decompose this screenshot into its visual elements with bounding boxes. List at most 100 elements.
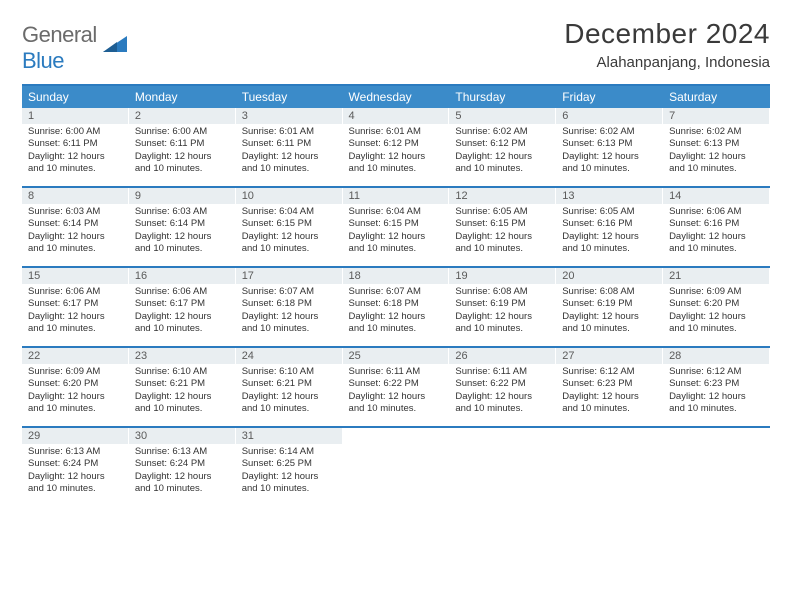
day-body: Sunrise: 6:09 AMSunset: 6:20 PMDaylight:… bbox=[22, 364, 129, 426]
day-number-empty bbox=[556, 428, 663, 444]
sunrise-line: Sunrise: 6:02 AM bbox=[455, 126, 550, 138]
sunrise-line: Sunrise: 6:07 AM bbox=[242, 286, 337, 298]
sunrise-line: Sunrise: 6:12 AM bbox=[562, 366, 657, 378]
daylight-line: Daylight: 12 hours and 10 minutes. bbox=[349, 391, 444, 416]
daylight-line: Daylight: 12 hours and 10 minutes. bbox=[455, 311, 550, 336]
calendar-cell: 25Sunrise: 6:11 AMSunset: 6:22 PMDayligh… bbox=[343, 347, 450, 427]
day-body: Sunrise: 6:03 AMSunset: 6:14 PMDaylight:… bbox=[22, 204, 129, 266]
sunrise-line: Sunrise: 6:10 AM bbox=[135, 366, 230, 378]
day-number: 20 bbox=[556, 268, 663, 284]
calendar-cell: 23Sunrise: 6:10 AMSunset: 6:21 PMDayligh… bbox=[129, 347, 236, 427]
calendar-row: 8Sunrise: 6:03 AMSunset: 6:14 PMDaylight… bbox=[22, 187, 770, 267]
title-block: December 2024 Alahanpanjang, Indonesia bbox=[564, 18, 770, 71]
sunset-line: Sunset: 6:22 PM bbox=[455, 378, 550, 390]
daylight-line: Daylight: 12 hours and 10 minutes. bbox=[135, 471, 230, 496]
calendar-row: 15Sunrise: 6:06 AMSunset: 6:17 PMDayligh… bbox=[22, 267, 770, 347]
day-body: Sunrise: 6:02 AMSunset: 6:12 PMDaylight:… bbox=[449, 124, 556, 186]
weekday-header: Friday bbox=[556, 86, 663, 108]
sunrise-line: Sunrise: 6:12 AM bbox=[669, 366, 764, 378]
daylight-line: Daylight: 12 hours and 10 minutes. bbox=[242, 391, 337, 416]
day-number: 9 bbox=[129, 188, 236, 204]
calendar-cell: 12Sunrise: 6:05 AMSunset: 6:15 PMDayligh… bbox=[449, 187, 556, 267]
sunrise-line: Sunrise: 6:00 AM bbox=[28, 126, 123, 138]
sunrise-line: Sunrise: 6:08 AM bbox=[455, 286, 550, 298]
day-body: Sunrise: 6:05 AMSunset: 6:16 PMDaylight:… bbox=[556, 204, 663, 266]
calendar-row: 22Sunrise: 6:09 AMSunset: 6:20 PMDayligh… bbox=[22, 347, 770, 427]
logo-text: General Blue bbox=[22, 22, 97, 74]
sunrise-line: Sunrise: 6:02 AM bbox=[562, 126, 657, 138]
sunrise-line: Sunrise: 6:03 AM bbox=[28, 206, 123, 218]
daylight-line: Daylight: 12 hours and 10 minutes. bbox=[242, 311, 337, 336]
calendar-cell: 28Sunrise: 6:12 AMSunset: 6:23 PMDayligh… bbox=[663, 347, 770, 427]
daylight-line: Daylight: 12 hours and 10 minutes. bbox=[135, 391, 230, 416]
calendar-cell: 20 Sunrise: 6:08 AMSunset: 6:19 PMDayligh… bbox=[556, 267, 663, 347]
day-body: Sunrise: 6:07 AMSunset: 6:18 PMDaylight:… bbox=[236, 284, 343, 346]
logo: General Blue bbox=[22, 18, 129, 74]
daylight-line: Daylight: 12 hours and 10 minutes. bbox=[28, 151, 123, 176]
calendar-head: SundayMondayTuesdayWednesdayThursdayFrid… bbox=[22, 86, 770, 108]
sunset-line: Sunset: 6:25 PM bbox=[242, 458, 337, 470]
day-number: 27 bbox=[556, 348, 663, 364]
day-body-empty bbox=[663, 444, 770, 506]
daylight-line: Daylight: 12 hours and 10 minutes. bbox=[349, 151, 444, 176]
daylight-line: Daylight: 12 hours and 10 minutes. bbox=[562, 311, 657, 336]
day-number: 6 bbox=[556, 108, 663, 124]
calendar-cell: 15Sunrise: 6:06 AMSunset: 6:17 PMDayligh… bbox=[22, 267, 129, 347]
day-body: Sunrise: 6:09 AMSunset: 6:20 PMDaylight:… bbox=[663, 284, 770, 346]
day-body: Sunrise: 6:06 AMSunset: 6:17 PMDaylight:… bbox=[22, 284, 129, 346]
sunset-line: Sunset: 6:13 PM bbox=[562, 138, 657, 150]
day-number: 29 bbox=[22, 428, 129, 444]
sunrise-line: Sunrise: 6:06 AM bbox=[28, 286, 123, 298]
calendar-cell: 1Sunrise: 6:00 AMSunset: 6:11 PMDaylight… bbox=[22, 108, 129, 187]
calendar-cell: 10Sunrise: 6:04 AMSunset: 6:15 PMDayligh… bbox=[236, 187, 343, 267]
day-body: Sunrise: 6:06 AMSunset: 6:16 PMDaylight:… bbox=[663, 204, 770, 266]
daylight-line: Daylight: 12 hours and 10 minutes. bbox=[562, 151, 657, 176]
day-number: 2 bbox=[129, 108, 236, 124]
day-number: 11 bbox=[343, 188, 450, 204]
daylight-line: Daylight: 12 hours and 10 minutes. bbox=[28, 231, 123, 256]
day-body: Sunrise: 6:10 AMSunset: 6:21 PMDaylight:… bbox=[129, 364, 236, 426]
sunset-line: Sunset: 6:16 PM bbox=[562, 218, 657, 230]
calendar-cell: 26Sunrise: 6:11 AMSunset: 6:22 PMDayligh… bbox=[449, 347, 556, 427]
sunset-line: Sunset: 6:13 PM bbox=[669, 138, 764, 150]
sunrise-line: Sunrise: 6:13 AM bbox=[28, 446, 123, 458]
day-number: 19 bbox=[449, 268, 556, 284]
sunset-line: Sunset: 6:19 PM bbox=[562, 298, 657, 310]
weekday-row: SundayMondayTuesdayWednesdayThursdayFrid… bbox=[22, 86, 770, 108]
day-body: Sunrise: 6:01 AMSunset: 6:12 PMDaylight:… bbox=[343, 124, 450, 186]
daylight-line: Daylight: 12 hours and 10 minutes. bbox=[562, 391, 657, 416]
day-number: 7 bbox=[663, 108, 770, 124]
calendar-row: 29Sunrise: 6:13 AMSunset: 6:24 PMDayligh… bbox=[22, 427, 770, 506]
calendar-cell: 24Sunrise: 6:10 AMSunset: 6:21 PMDayligh… bbox=[236, 347, 343, 427]
day-body: Sunrise: 6:00 AMSunset: 6:11 PMDaylight:… bbox=[129, 124, 236, 186]
calendar-cell: 7Sunrise: 6:02 AMSunset: 6:13 PMDaylight… bbox=[663, 108, 770, 187]
calendar-cell: 2Sunrise: 6:00 AMSunset: 6:11 PMDaylight… bbox=[129, 108, 236, 187]
day-body-empty bbox=[556, 444, 663, 506]
calendar-cell: 8Sunrise: 6:03 AMSunset: 6:14 PMDaylight… bbox=[22, 187, 129, 267]
sunset-line: Sunset: 6:15 PM bbox=[242, 218, 337, 230]
location: Alahanpanjang, Indonesia bbox=[564, 54, 770, 71]
calendar-cell: 13Sunrise: 6:05 AMSunset: 6:16 PMDayligh… bbox=[556, 187, 663, 267]
sunset-line: Sunset: 6:20 PM bbox=[28, 378, 123, 390]
day-number: 23 bbox=[129, 348, 236, 364]
day-body: Sunrise: 6:02 AMSunset: 6:13 PMDaylight:… bbox=[663, 124, 770, 186]
sunrise-line: Sunrise: 6:13 AM bbox=[135, 446, 230, 458]
sunset-line: Sunset: 6:22 PM bbox=[349, 378, 444, 390]
calendar-cell: 27 Sunrise: 6:12 AMSunset: 6:23 PMDayligh… bbox=[556, 347, 663, 427]
sunset-line: Sunset: 6:23 PM bbox=[669, 378, 764, 390]
day-body: Sunrise: 6:13 AMSunset: 6:24 PMDaylight:… bbox=[129, 444, 236, 506]
daylight-line: Daylight: 12 hours and 10 minutes. bbox=[242, 471, 337, 496]
day-body: Sunrise: 6:06 AMSunset: 6:17 PMDaylight:… bbox=[129, 284, 236, 346]
sunrise-line: Sunrise: 6:08 AM bbox=[562, 286, 657, 298]
day-body: Sunrise: 6:14 AMSunset: 6:25 PMDaylight:… bbox=[236, 444, 343, 506]
sunset-line: Sunset: 6:11 PM bbox=[28, 138, 123, 150]
weekday-header: Saturday bbox=[663, 86, 770, 108]
sunset-line: Sunset: 6:23 PM bbox=[562, 378, 657, 390]
calendar-cell: 29Sunrise: 6:13 AMSunset: 6:24 PMDayligh… bbox=[22, 427, 129, 506]
sunrise-line: Sunrise: 6:05 AM bbox=[562, 206, 657, 218]
logo-triangle-icon bbox=[103, 34, 129, 59]
calendar-cell: 14Sunrise: 6:06 AMSunset: 6:16 PMDayligh… bbox=[663, 187, 770, 267]
sunrise-line: Sunrise: 6:10 AM bbox=[242, 366, 337, 378]
sunrise-line: Sunrise: 6:11 AM bbox=[349, 366, 444, 378]
sunrise-line: Sunrise: 6:14 AM bbox=[242, 446, 337, 458]
